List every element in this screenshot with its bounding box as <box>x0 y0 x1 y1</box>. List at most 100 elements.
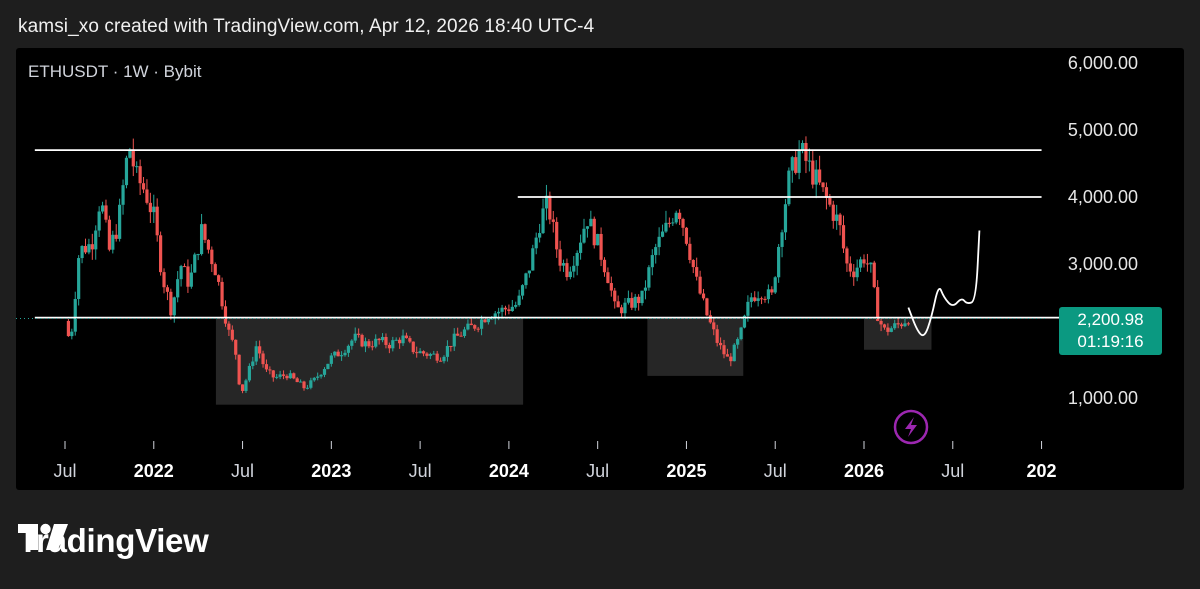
candle-body <box>240 384 245 391</box>
candle-body <box>773 277 777 293</box>
candle-body <box>319 374 323 377</box>
candle-body <box>739 327 743 340</box>
candle-body <box>606 272 610 284</box>
candle-body <box>797 150 801 173</box>
candle-body <box>213 264 217 276</box>
candle-body <box>193 254 197 273</box>
candle-body <box>852 271 856 278</box>
candle-body <box>749 297 753 302</box>
horizontal-lines <box>16 149 1060 320</box>
candle-body <box>432 353 436 355</box>
candle-body <box>575 252 579 266</box>
candle-body <box>401 335 405 344</box>
candle-body <box>872 262 876 288</box>
candle-body <box>517 295 521 306</box>
candle-body <box>445 345 450 357</box>
candle-body <box>442 356 446 362</box>
candle-body <box>865 263 870 265</box>
candle-body <box>141 183 146 190</box>
candle-body <box>763 298 767 300</box>
candle-body <box>599 233 603 260</box>
candle-body <box>148 202 152 213</box>
candle-body <box>425 353 429 356</box>
candle-body <box>828 197 832 205</box>
candle-body <box>876 287 880 321</box>
candle-body <box>514 305 518 307</box>
candle-body <box>275 376 279 378</box>
candle-body <box>568 271 572 278</box>
candle-body <box>592 218 596 246</box>
candle-body <box>428 353 432 356</box>
candle-body <box>466 323 470 330</box>
x-tick-label: 2025 <box>666 461 706 481</box>
candle-body <box>794 157 798 173</box>
candle-body <box>493 313 497 319</box>
projection-line <box>907 230 981 337</box>
candle-body <box>619 307 624 314</box>
candle-body <box>196 254 200 256</box>
candle-body <box>73 298 77 332</box>
candle-body <box>343 352 347 356</box>
candle-body <box>391 340 395 349</box>
candle-body <box>169 291 173 316</box>
candle-body <box>818 169 822 183</box>
candle-body <box>507 309 511 312</box>
candle-body <box>77 258 81 299</box>
candle-body <box>353 333 357 341</box>
candle-body <box>701 293 706 299</box>
candle-body <box>94 230 98 250</box>
candle-body <box>155 206 159 236</box>
candle-body <box>886 327 890 332</box>
candle-body <box>520 285 525 296</box>
candle-body <box>251 361 255 366</box>
candle-body <box>145 189 149 203</box>
candle-body <box>223 306 228 324</box>
candle-body <box>336 351 340 357</box>
price-chart[interactable]: 1,000.002,000.003,000.004,000.005,000.00… <box>16 48 1184 490</box>
candle-body <box>541 208 545 234</box>
candle-body <box>411 341 415 353</box>
candle-body <box>742 315 747 328</box>
chart-panel[interactable]: 1,000.002,000.003,000.004,000.005,000.00… <box>16 48 1184 490</box>
tradingview-logo[interactable]: TradingView <box>18 522 209 560</box>
candle-body <box>780 232 784 247</box>
candle-body <box>746 301 750 316</box>
candle-body <box>384 336 388 345</box>
symbol-line[interactable]: ETHUSDT · 1W · Bybit <box>28 62 202 81</box>
candle-body <box>360 334 364 347</box>
candle-body <box>544 195 549 209</box>
candle-body <box>759 298 764 300</box>
candle-body <box>135 166 139 168</box>
candle-body <box>510 306 514 312</box>
candle-body <box>578 242 583 253</box>
candle-body <box>363 341 368 347</box>
lightning-icon[interactable] <box>893 409 929 445</box>
candle-body <box>664 222 668 232</box>
candle-body <box>459 335 463 337</box>
candle-body <box>346 345 351 353</box>
candle-body <box>111 234 115 250</box>
candle-body <box>572 265 576 272</box>
candle-body <box>715 329 719 343</box>
candle-body <box>862 259 866 264</box>
candle-body <box>473 325 477 329</box>
candle-body <box>199 224 204 255</box>
candle-body <box>811 160 815 185</box>
candle-body <box>889 328 893 332</box>
candle-body <box>131 149 135 167</box>
candle-body <box>309 380 313 388</box>
candle-body <box>814 169 818 185</box>
candle-body <box>695 267 699 277</box>
candle-body <box>848 263 852 272</box>
candle-body <box>548 195 552 220</box>
candle-body <box>821 182 825 188</box>
candle-body <box>387 344 391 349</box>
candle-body <box>316 376 320 378</box>
candle-body <box>152 206 156 213</box>
candle-body <box>841 225 846 249</box>
candle-body <box>729 356 733 362</box>
candle-body <box>708 315 712 323</box>
candle-body <box>179 266 183 280</box>
candle-body <box>684 227 689 244</box>
candle-body <box>630 298 634 308</box>
